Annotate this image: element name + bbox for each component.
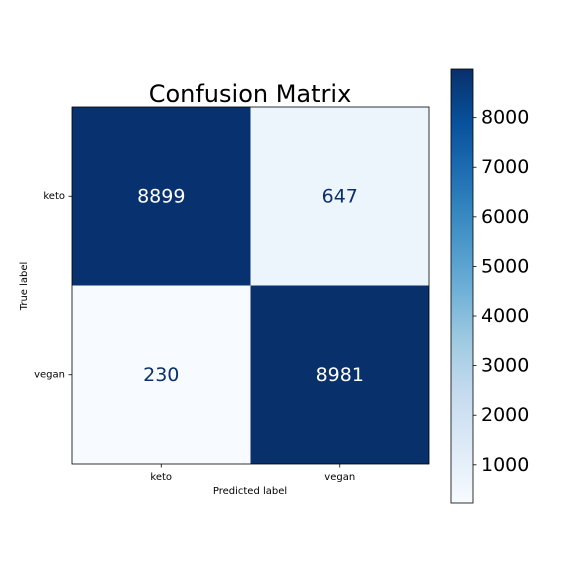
heatmap-cells [72,107,429,464]
colorbar-tick-label: 3000 [481,355,529,377]
heatmap-cell-keto-vegan [250,107,429,286]
colorbar-tick-label: 8000 [481,107,529,129]
heatmap-cell-values: 8899 647 230 8981 [137,185,364,386]
colorbar-tick-label: 7000 [481,156,529,178]
heatmap-cell-vegan-vegan [250,285,429,464]
colorbar [450,68,474,504]
y-tick-label: vegan [34,369,65,380]
colorbar-tick-label: 4000 [481,305,529,327]
x-axis-label: Predicted label [213,486,287,497]
heatmap-cell-vegan-keto [72,285,251,464]
y-tick-label: keto [43,191,65,202]
axis-ticks: keto vegan keto vegan [34,191,355,483]
y-axis-label: True label [19,262,30,312]
colorbar-ticks: 1000 2000 3000 4000 5000 6000 7000 8000 [473,107,529,476]
colorbar-tick-label: 6000 [481,206,529,228]
cell-value-keto-keto: 8899 [137,185,185,207]
chart-title: Confusion Matrix [149,80,352,108]
colorbar-tick-label: 1000 [481,454,529,476]
plot-frame [71,106,430,465]
cell-value-vegan-keto: 230 [143,364,179,386]
heatmap-cell-keto-keto [72,107,251,286]
cell-value-vegan-vegan: 8981 [316,364,364,386]
x-tick-label: vegan [324,472,355,483]
colorbar-tick-label: 2000 [481,404,529,426]
x-tick-label: keto [150,472,172,483]
cell-value-keto-vegan: 647 [322,185,358,207]
colorbar-tick-label: 5000 [481,255,529,277]
